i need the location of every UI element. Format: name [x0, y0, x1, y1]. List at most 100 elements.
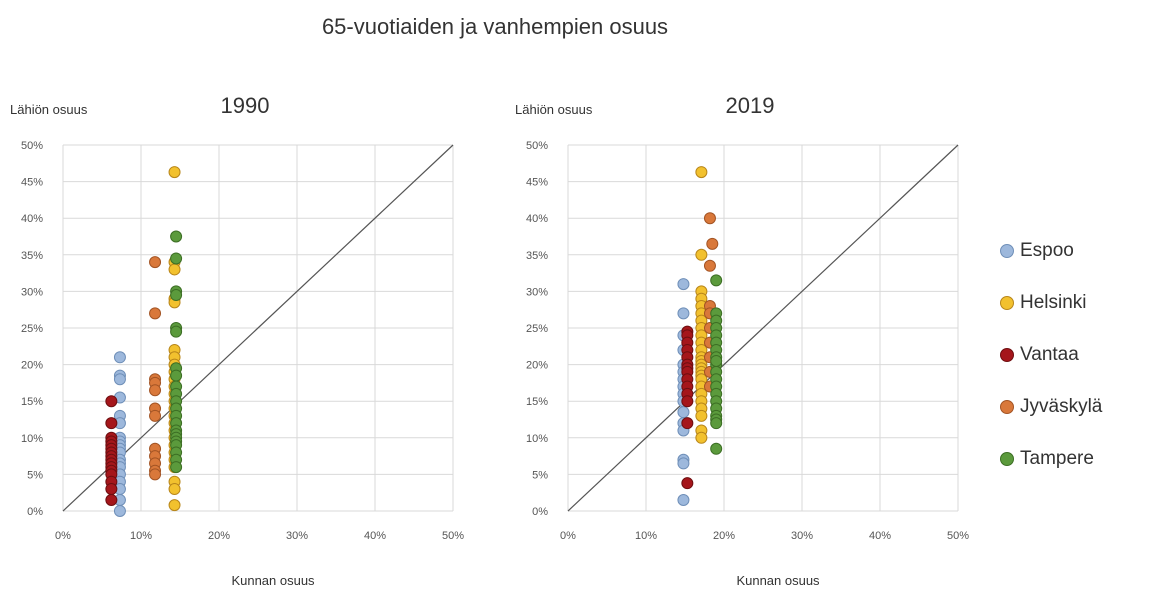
legend-label-vantaa: Vantaa: [1020, 344, 1079, 365]
legend-marker-helsinki: [1000, 296, 1014, 310]
point-jyvskyl: [149, 307, 162, 320]
y-tick-label: 30%: [21, 286, 43, 298]
y-tick-label: 15%: [21, 396, 43, 408]
point-vantaa: [681, 477, 694, 490]
x-tick-label: 0%: [55, 530, 71, 542]
point-tampere: [170, 461, 183, 474]
y-tick-label: 0%: [532, 506, 548, 518]
x-tick-label: 40%: [869, 530, 891, 542]
reference-line: [62, 144, 454, 512]
point-tampere: [170, 252, 183, 265]
panel-title: 2019: [726, 93, 775, 118]
point-espoo: [113, 505, 126, 517]
point-espoo: [677, 457, 690, 470]
legend-marker-espoo: [1000, 244, 1014, 258]
y-tick-label: 40%: [21, 213, 43, 225]
x-tick-label: 10%: [130, 530, 152, 542]
legend: Espoo Helsinki Vantaa Jyväskylä Tampere: [1000, 238, 1102, 498]
x-tick-label: 40%: [364, 530, 386, 542]
y-axis-label: Lähiön osuus: [10, 102, 88, 117]
y-tick-label: 10%: [526, 433, 548, 445]
y-tick-label: 45%: [21, 177, 43, 189]
point-tampere: [710, 417, 723, 430]
y-tick-label: 50%: [21, 140, 43, 152]
point-jyvskyl: [703, 259, 716, 272]
point-jyvskyl: [149, 384, 162, 397]
point-vantaa: [105, 494, 118, 507]
point-espoo: [677, 278, 690, 291]
point-vantaa: [105, 395, 118, 408]
point-jyvskyl: [149, 468, 162, 481]
legend-item-helsinki: Helsinki: [1000, 290, 1102, 316]
legend-item-vantaa: Vantaa: [1000, 342, 1102, 368]
point-helsinki: [695, 166, 708, 179]
y-tick-label: 15%: [526, 396, 548, 408]
y-tick-label: 5%: [532, 469, 548, 481]
y-tick-label: 10%: [21, 433, 43, 445]
y-tick-label: 25%: [21, 323, 43, 335]
point-tampere: [710, 354, 723, 367]
y-tick-label: 30%: [526, 286, 548, 298]
scatter-chart-1990: 0% 5% 10% 15% 20% 25% 30% 35% 40% 45% 50% 0% 10% 20% 3…: [10, 93, 464, 588]
point-helsinki: [168, 499, 181, 512]
x-tick-label: 50%: [947, 530, 969, 542]
point-tampere: [170, 230, 183, 243]
point-tampere: [170, 325, 183, 338]
y-tick-label: 35%: [21, 250, 43, 262]
panel-title: 1990: [221, 93, 270, 118]
legend-marker-tampere: [1000, 452, 1014, 466]
point-vantaa: [681, 417, 694, 430]
y-tick-label: 20%: [526, 360, 548, 372]
legend-label-tampere: Tampere: [1020, 448, 1094, 469]
legend-item-espoo: Espoo: [1000, 238, 1102, 264]
point-tampere: [710, 274, 723, 287]
x-tick-label: 0%: [560, 530, 576, 542]
point-vantaa: [105, 483, 118, 496]
point-jyvskyl: [703, 212, 716, 225]
point-jyvskyl: [149, 409, 162, 422]
x-tick-label: 10%: [635, 530, 657, 542]
legend-item-tampere: Tampere: [1000, 446, 1102, 472]
point-helsinki: [168, 166, 181, 179]
main-title: 65-vuotiaiden ja vanhempien osuus: [321, 14, 669, 39]
y-tick-label: 25%: [526, 323, 548, 335]
point-helsinki: [168, 483, 181, 496]
point-espoo: [677, 307, 690, 320]
legend-marker-vantaa: [1000, 348, 1014, 362]
point-espoo: [113, 351, 126, 364]
x-tick-label: 30%: [791, 530, 813, 542]
x-tick-label: 50%: [442, 530, 464, 542]
point-tampere: [710, 442, 723, 455]
x-axis-label: Kunnan osuus: [736, 573, 820, 588]
point-vantaa: [681, 395, 694, 408]
point-espoo: [677, 494, 690, 507]
y-tick-label: 35%: [526, 250, 548, 262]
y-tick-label: 20%: [21, 360, 43, 372]
scatter-chart-2019: 0% 5% 10% 15% 20% 25% 30% 35% 40% 45% 50% 0% 10% 20% 3…: [515, 93, 969, 588]
legend-item-jyvaskyla: Jyväskylä: [1000, 394, 1102, 420]
x-tick-label: 20%: [713, 530, 735, 542]
reference-line: [567, 144, 959, 512]
y-tick-label: 0%: [27, 506, 43, 518]
y-tick-label: 45%: [526, 177, 548, 189]
point-helsinki: [695, 431, 708, 444]
legend-marker-jyvaskyla: [1000, 400, 1014, 414]
y-axis-label: Lähiön osuus: [515, 102, 593, 117]
point-tampere: [170, 369, 183, 382]
point-espoo: [113, 373, 126, 386]
x-tick-label: 20%: [208, 530, 230, 542]
y-tick-label: 50%: [526, 140, 548, 152]
legend-label-helsinki: Helsinki: [1020, 292, 1087, 313]
point-tampere: [170, 289, 183, 302]
point-helsinki: [168, 263, 181, 276]
y-tick-label: 5%: [27, 469, 43, 481]
y-tick-label: 40%: [526, 213, 548, 225]
point-vantaa: [105, 417, 118, 430]
legend-label-jyvaskyla: Jyväskylä: [1020, 396, 1103, 417]
point-espoo: [677, 406, 690, 419]
x-tick-label: 30%: [286, 530, 308, 542]
point-helsinki: [695, 409, 708, 422]
legend-label-espoo: Espoo: [1020, 240, 1074, 261]
point-jyvskyl: [149, 256, 162, 269]
point-helsinki: [695, 248, 708, 261]
